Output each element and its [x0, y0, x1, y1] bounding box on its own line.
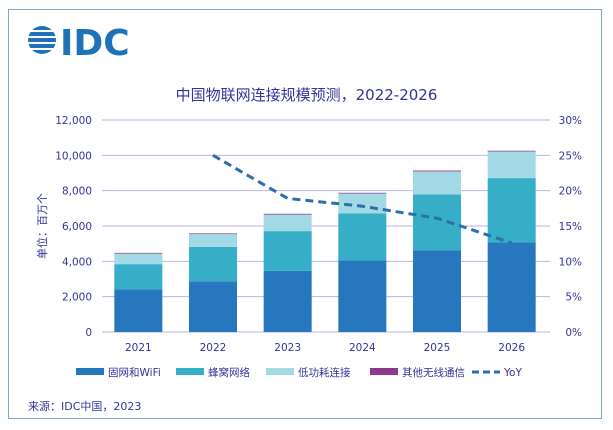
- bar-1-2021: [114, 264, 163, 290]
- x-tick-label: 2022: [200, 342, 227, 354]
- legend-swatch-1: [176, 368, 204, 375]
- bar-3-2021: [114, 252, 163, 254]
- x-tick-label: 2021: [125, 342, 152, 354]
- legend-swatch-3: [370, 368, 398, 375]
- bar-3-2025: [413, 170, 461, 172]
- y2-tick-label: 10%: [559, 256, 582, 268]
- idc-logo-graphic: IDC: [28, 23, 130, 64]
- legend-label: YoY: [503, 367, 522, 379]
- svg-text:IDC: IDC: [60, 23, 130, 62]
- legend-label: 固网和WiFi: [108, 367, 161, 379]
- bar-0-2023: [263, 270, 312, 332]
- x-tick-label: 2026: [498, 342, 525, 354]
- chart-title: 中国物联网连接规模预测，2022-2026: [175, 86, 438, 104]
- y-tick-label: 6,000: [62, 221, 92, 233]
- bar-3-2022: [189, 233, 237, 235]
- chart-frame: [8, 9, 602, 419]
- bar-3-2024: [338, 192, 387, 194]
- y2-tick-label: 15%: [559, 221, 582, 233]
- y-tick-label: 2,000: [62, 292, 92, 304]
- y2-tick-label: 25%: [559, 150, 582, 162]
- y-axis-label: 单位：百万个: [35, 193, 49, 259]
- x-tick-label: 2025: [424, 342, 451, 354]
- bar-0-2022: [189, 281, 237, 332]
- x-tick-label: 2023: [274, 342, 301, 354]
- legend-swatch-2: [266, 368, 294, 375]
- source-note: 来源：IDC中国，2023: [28, 400, 142, 413]
- y2-tick-label: 20%: [559, 186, 582, 198]
- bar-1-2023: [263, 231, 312, 271]
- bar-0-2026: [487, 242, 536, 332]
- bar-2-2022: [189, 234, 237, 247]
- bar-0-2025: [413, 250, 461, 332]
- bar-1-2026: [487, 178, 536, 243]
- y-tick-label: 10,000: [55, 150, 92, 162]
- y-tick-label: 4,000: [62, 256, 92, 268]
- legend-label: 低功耗连接: [298, 366, 351, 379]
- legend-swatch-0: [76, 368, 104, 375]
- idc-logo: IDC: [26, 22, 146, 66]
- y-tick-label: 12,000: [55, 115, 92, 127]
- bar-3-2023: [263, 213, 312, 215]
- y-tick-label: 8,000: [62, 186, 92, 198]
- bar-2-2023: [263, 214, 312, 232]
- y2-tick-label: 30%: [559, 115, 582, 127]
- bar-0-2021: [114, 289, 163, 332]
- x-tick-label: 2024: [349, 342, 376, 354]
- y2-tick-label: 5%: [565, 292, 582, 304]
- bar-2-2025: [413, 171, 461, 195]
- bar-1-2024: [338, 213, 387, 261]
- bar-2-2026: [487, 151, 536, 179]
- legend-label: 蜂窝网络: [208, 366, 250, 379]
- bar-0-2024: [338, 260, 387, 332]
- bar-1-2022: [189, 246, 237, 282]
- legend-label: 其他无线通信: [402, 366, 465, 379]
- bar-2-2021: [114, 253, 163, 265]
- y-tick-label: 0: [85, 327, 92, 339]
- bar-3-2026: [487, 150, 536, 152]
- y2-tick-label: 0%: [565, 327, 582, 339]
